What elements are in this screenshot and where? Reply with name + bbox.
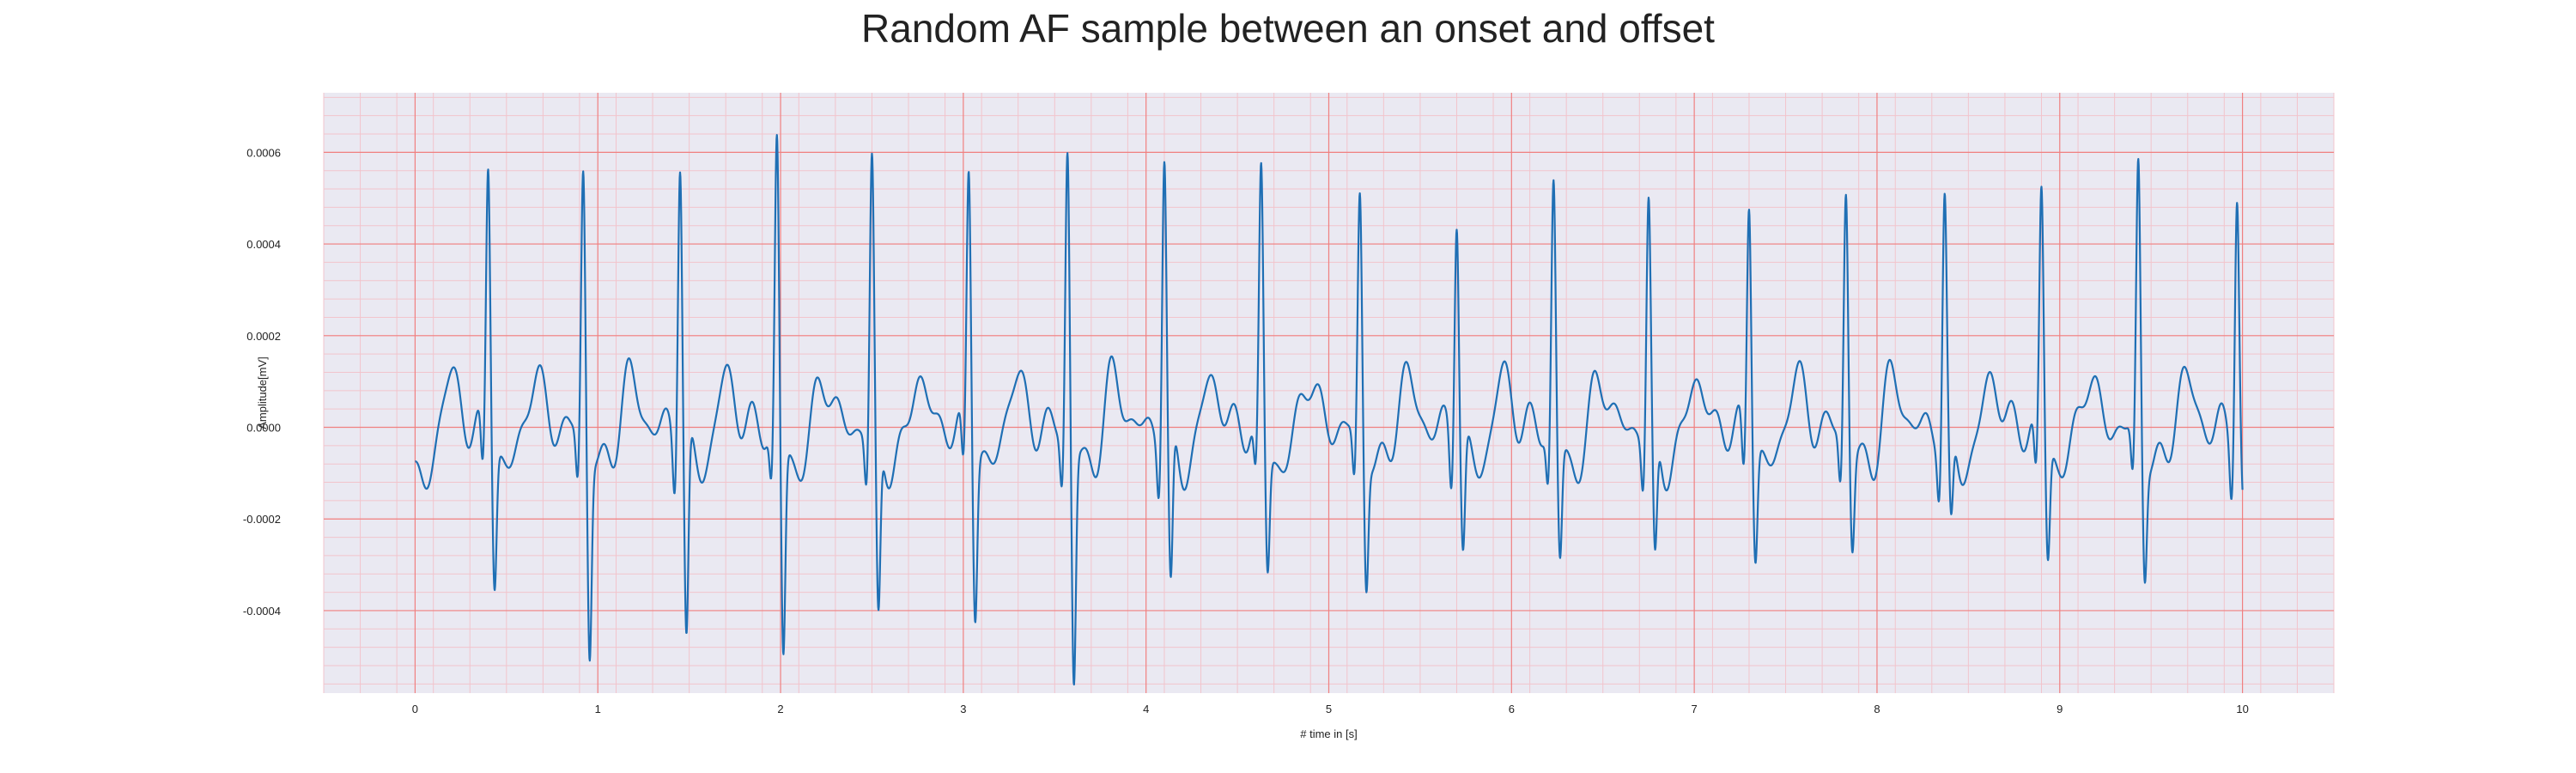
y-tick-label: 0.0002 xyxy=(246,330,281,343)
x-tick-label: 8 xyxy=(1874,703,1880,715)
chart-title: Random AF sample between an onset and of… xyxy=(861,6,1715,51)
x-tick-label: 9 xyxy=(2057,703,2063,715)
x-tick-label: 1 xyxy=(595,703,601,715)
y-tick-label: -0.0002 xyxy=(243,513,281,526)
series-line xyxy=(414,134,2244,686)
y-tick-label: -0.0004 xyxy=(243,605,281,618)
x-axis-label: # time in [s] xyxy=(1300,727,1357,740)
y-tick-label: 0.0000 xyxy=(246,422,281,435)
y-axis-label: Amplitude[mV] xyxy=(256,356,269,429)
x-tick-label: 7 xyxy=(1692,703,1698,715)
x-tick-label: 0 xyxy=(412,703,418,715)
y-tick-label: 0.0006 xyxy=(246,146,281,159)
y-tick-label: 0.0004 xyxy=(246,238,281,251)
x-tick-labels: 0 1 2 3 4 5 6 7 8 9 10 xyxy=(412,703,2249,715)
x-tick-label: 2 xyxy=(777,703,783,715)
x-tick-label: 5 xyxy=(1326,703,1332,715)
x-tick-label: 6 xyxy=(1509,703,1515,715)
x-tick-label: 10 xyxy=(2236,703,2248,715)
y-tick-labels: -0.0004 -0.0002 0.0000 0.0002 0.0004 0.0006 xyxy=(243,146,281,618)
x-tick-label: 4 xyxy=(1143,703,1149,715)
x-tick-label: 3 xyxy=(960,703,966,715)
